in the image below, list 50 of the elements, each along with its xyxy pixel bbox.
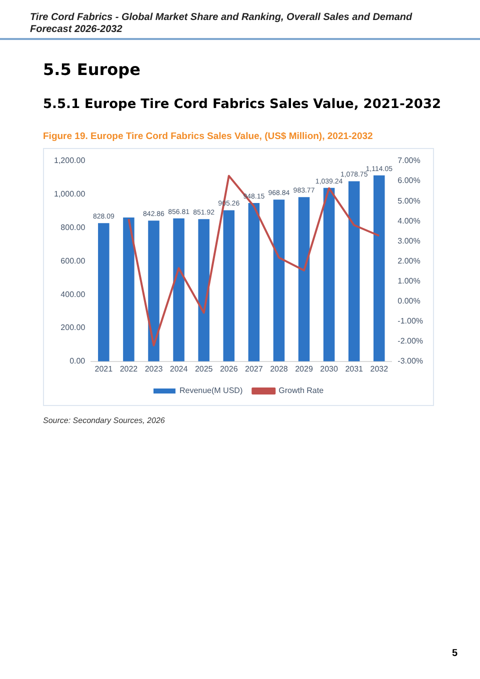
y2-tick-label: -2.00% (398, 336, 424, 346)
y2-tick-label: -3.00% (398, 356, 424, 366)
y2-tick-label: -1.00% (398, 316, 424, 326)
y2-tick-label: 5.00% (398, 196, 420, 206)
bar (98, 223, 110, 362)
bar (248, 203, 260, 362)
text: 5.5 Europe (43, 60, 140, 79)
y2-tick-label: 4.00% (398, 216, 420, 226)
x-tick-label: 2022 (120, 364, 138, 374)
x-tick-label: 2026 (220, 364, 238, 374)
x-tick-label: 2029 (295, 364, 314, 374)
y2-tick-label: 2.00% (398, 256, 420, 266)
bar (123, 217, 134, 362)
bar (298, 197, 310, 362)
text: Tire Cord Fabrics - Global Market Share and Ranking, Overall Sales and Demand Forecast 2026-2032 (30, 12, 414, 36)
legend-label: Growth Rate (278, 386, 324, 396)
chart-title: Figure 19. Europe Tire Cord Fabrics Sales Value, (US$ Million), 2021-2032 (43, 131, 373, 142)
bar (273, 200, 285, 362)
y-tick-label: 1,200.00 (54, 156, 86, 166)
x-tick-label: 2023 (144, 364, 164, 374)
y2-tick-label: 1.00% (398, 276, 420, 286)
bar (348, 181, 360, 362)
x-tick-label: 2031 (345, 364, 364, 374)
x-tick-label: 2024 (170, 364, 188, 374)
text: 5.5.1 Europe Tire Cord Fabrics Sales Value, 2021-2032 (43, 97, 442, 112)
x-tick-label: 2032 (370, 364, 389, 374)
bar (173, 218, 184, 362)
y-tick-label: 200.00 (60, 323, 86, 332)
bar (198, 219, 210, 362)
y2-tick-label: 3.00% (398, 236, 420, 246)
text: 5 (452, 648, 458, 659)
source-note: Source: Secondary Sources, 2026 (43, 416, 165, 425)
y2-tick-label: 0.00% (398, 296, 420, 306)
x-tick-label: 2027 (245, 364, 264, 374)
x-tick-label: 2028 (270, 364, 288, 374)
bar (148, 220, 160, 362)
bar (323, 188, 335, 362)
y-tick-label: 1,000.00 (54, 190, 86, 199)
y-tick-label: 400.00 (60, 290, 86, 299)
x-tick-label: 2025 (194, 364, 214, 374)
x-tick-label: 2030 (320, 364, 338, 374)
bar (223, 210, 235, 362)
bar (373, 175, 385, 362)
y-tick-label: 600.00 (60, 256, 86, 266)
y2-tick-label: 7.00% (398, 156, 420, 166)
y-tick-label: 0.00 (70, 356, 86, 366)
y-tick-label: 800.00 (60, 223, 86, 232)
y2-tick-label: 6.00% (398, 176, 420, 186)
x-tick-label: 2021 (94, 364, 114, 374)
legend-label: Revenue(M USD) (179, 386, 243, 396)
